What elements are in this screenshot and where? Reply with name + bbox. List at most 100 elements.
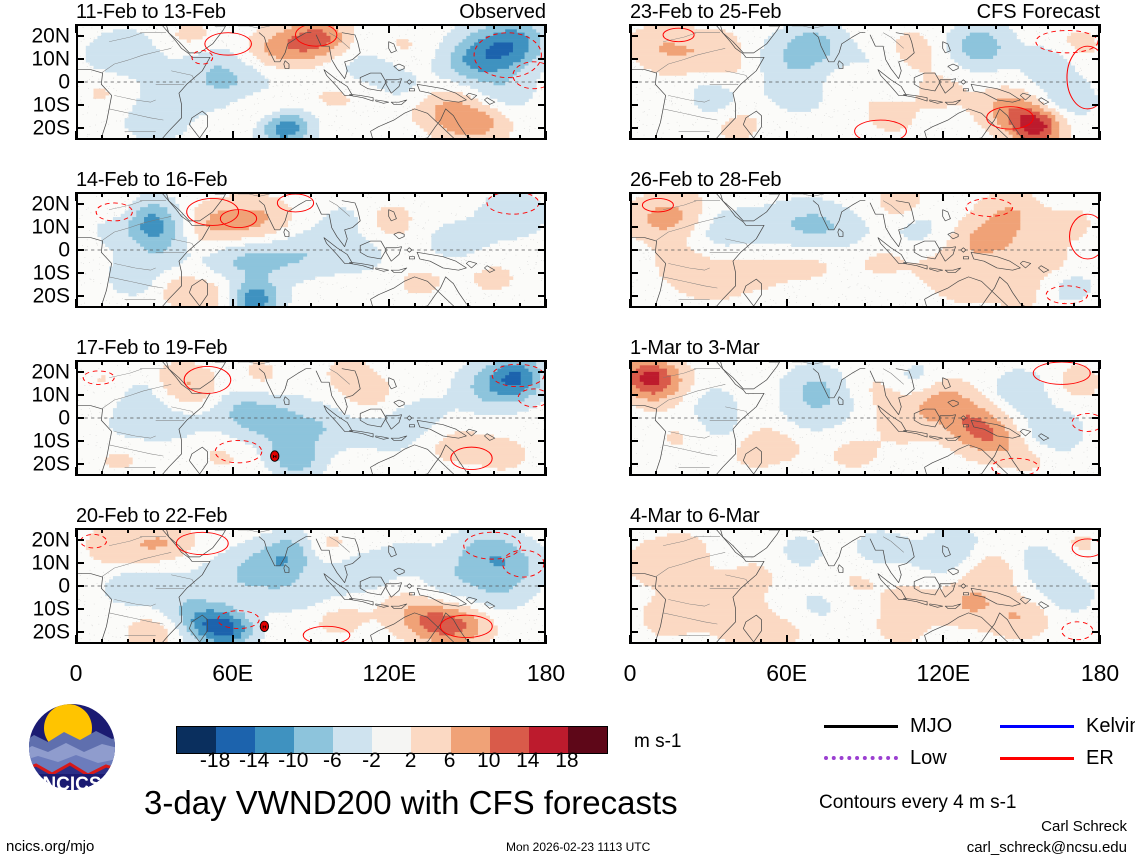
contour-interval-note: Contours every 4 m s-1 [819,792,1017,813]
logo-text: NCICS [42,774,101,792]
colorbar-tick-label: -6 [323,749,342,772]
anomaly-field [632,530,1098,642]
anomaly-field: H [78,362,544,474]
legend-line-swatch [1000,724,1074,728]
anomaly-field [632,362,1098,474]
anomaly-field [78,194,544,306]
colorbar-swatch [294,727,334,753]
y-axis-tick-label: 0 [58,238,70,262]
map-panel-7: 1-Mar to 3-Mar [629,338,1101,476]
legend-entry-mjo: MJO [824,716,952,736]
legend-label: Low [910,747,947,769]
anomaly-field [78,26,544,138]
map-plot-area [630,528,1100,644]
x-axis-tick-label: 60E [766,660,808,686]
timestamp-label: Mon 2026-02-23 1113 UTC [506,840,651,854]
colorbar-swatch [372,727,412,753]
colorbar-tick-label: 2 [404,749,417,772]
y-axis-tick-label: 10S [32,429,70,453]
legend-entry-low: Low [824,748,947,768]
x-axis-tick-label: 0 [69,660,83,686]
legend-line-swatch [824,756,898,760]
panel-title: 11-Feb to 13-Feb [76,1,226,23]
svg-text:H: H [262,625,266,631]
panel-title: 20-Feb to 22-Feb [76,505,228,527]
colorbar-tick-label: -14 [238,749,270,772]
panel-title: 1-Mar to 3-Mar [630,337,760,359]
colorbar-tick-label: -2 [362,749,381,772]
anomaly-field [632,26,1098,138]
colorbar-tick-label: -18 [199,749,231,772]
y-axis-tick-label: 0 [58,574,70,598]
y-axis-tick-label: 20N [31,24,70,48]
anomaly-field [632,194,1098,306]
map-plot-area [630,192,1100,308]
y-axis-tick-label: 20N [31,360,70,384]
x-axis-tick-label: 180 [1080,660,1120,686]
colorbar-swatch [333,727,373,753]
map-plot-area: H [76,360,546,476]
x-axis-tick-label: 60E [212,660,254,686]
legend-entry-kelvin-x2: Kelvin x2 [1000,716,1135,736]
panel-title: 23-Feb to 25-Feb [630,1,782,23]
panel-title: 17-Feb to 19-Feb [76,337,228,359]
map-plot-area [630,360,1100,476]
map-panel-8: 4-Mar to 6-Mar 0 60E 120E 180 [624,506,1120,685]
colorbar-tick-labels: -18 -14 -10 -6 -2 2 6 10 14 18 [176,726,606,771]
colorbar-tick-label: 14 [516,749,540,772]
map-plot-area [630,24,1100,140]
column-header: CFS Forecast [976,1,1100,23]
legend-line-swatch [824,724,898,728]
site-url-label: ncics.org/mjo [6,838,95,855]
map-panel-5: 23-Feb to 25-Feb CFS Forecast [629,2,1101,140]
author-email-label: carl_schreck@ncsu.edu [966,839,1127,856]
x-axis-tick-label: 120E [916,660,971,686]
y-axis-tick-label: 10S [32,93,70,117]
map-panel-6: 26-Feb to 28-Feb [629,170,1101,308]
y-axis-tick-label: 10N [31,383,70,407]
colorbar [176,726,608,754]
y-axis-tick-label: 20S [32,284,70,308]
y-axis-tick-label: 20S [32,620,70,644]
svg-text:H: H [273,454,277,460]
y-axis-tick-label: 10S [32,261,70,285]
map-panel-2: 14-Feb to 16-Feb 20N 10N 0 10S 20S [31,170,547,308]
panel-title: 26-Feb to 28-Feb [630,169,782,191]
colorbar-tick-label: 6 [443,749,456,772]
y-axis-tick-label: 20N [31,528,70,552]
map-panel-3: 17-Feb to 19-Feb H 20N 10N 0 10S 20S [31,338,547,476]
colorbar-swatch [177,727,217,753]
panel-title: 4-Mar to 6-Mar [630,505,760,527]
colorbar-swatch [528,727,568,753]
colorbar-swatch [567,727,607,753]
map-plot-area [76,192,546,308]
map-panel-4: 20-Feb to 22-Feb H 20N 10N 0 10S 20S 0 60E 120E 18… [31,506,565,685]
author-name-label: Carl Schreck [1041,818,1127,835]
y-axis-tick-label: 10N [31,215,70,239]
colorbar-tick-label: 10 [477,749,501,772]
page-title: 3-day VWND200 with CFS forecasts [144,784,678,821]
map-panel-1: 11-Feb to 13-Feb Observed 20N 10N 0 10S 20S [31,2,547,140]
y-axis-tick-label: 20S [32,116,70,140]
x-axis-tick-label: 0 [623,660,637,686]
legend-entry-er: ER [1000,748,1114,768]
x-axis-tick-label: 180 [526,660,566,686]
y-axis-tick-label: 10N [31,551,70,575]
y-axis-tick-label: 20N [31,192,70,216]
colorbar-swatch [255,727,295,753]
anomaly-field: H [78,530,544,642]
map-plot-area: H [76,528,546,644]
legend-label: ER [1086,747,1114,769]
legend-line-swatch [1000,756,1074,760]
colorbar-tick-label: -10 [278,749,309,772]
y-axis-tick-label: 20S [32,452,70,476]
colorbar-swatch [450,727,490,753]
legend-label: Kelvin x2 [1086,715,1135,737]
colorbar-swatch [216,727,256,753]
map-plot-area [76,24,546,140]
y-axis-tick-label: 10N [31,47,70,71]
y-axis-tick-label: 0 [58,406,70,430]
colorbar-swatch [489,727,529,753]
colorbar-swatch [411,727,451,753]
x-axis-tick-label: 120E [362,660,417,686]
